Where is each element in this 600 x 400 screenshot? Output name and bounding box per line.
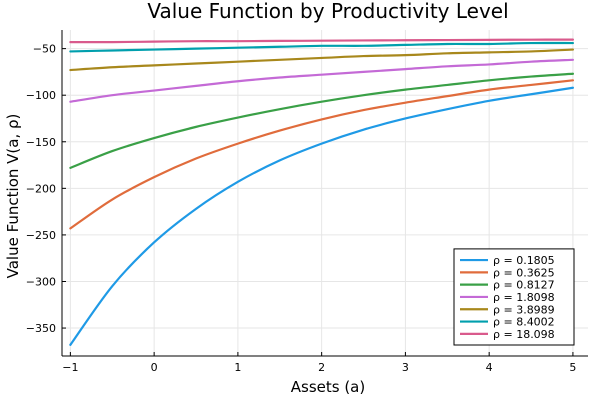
legend-label-7: ρ = 18.098	[493, 328, 555, 341]
legend-label-5: ρ = 3.8989	[493, 303, 555, 316]
y-tick-label: −350	[26, 322, 56, 335]
series-line-4	[69, 58, 575, 103]
x-tick-label: −1	[62, 361, 78, 374]
y-tick-label: −250	[26, 229, 56, 242]
series-lines	[69, 38, 575, 346]
x-tick-label: 0	[151, 361, 158, 374]
y-axis-label: Value Function V(a, ρ)	[4, 114, 22, 279]
y-tick-label: −50	[33, 43, 56, 56]
x-axis-label: Assets (a)	[291, 378, 365, 396]
y-tick-label: −200	[26, 182, 56, 195]
legend-label-6: ρ = 8.4002	[493, 316, 555, 329]
chart-title: Value Function by Productivity Level	[147, 0, 508, 23]
legend-label-4: ρ = 1.8098	[493, 291, 555, 304]
x-tick-label: 4	[486, 361, 493, 374]
legend-label-2: ρ = 0.3625	[493, 266, 555, 279]
axes: −1 0 1 2 3 4 5 −350 −300 −250 −200 −150 −100 −50	[26, 30, 588, 374]
series-line-3	[69, 72, 575, 169]
x-tick-label: 3	[402, 361, 409, 374]
y-tick-label: −100	[26, 89, 56, 102]
series-line-1	[69, 86, 575, 346]
legend-label-3: ρ = 0.8127	[493, 279, 555, 292]
series-line-7	[69, 38, 575, 44]
series-line-6	[69, 41, 575, 53]
series-line-5	[69, 48, 575, 72]
x-tick-label: 2	[318, 361, 325, 374]
series-line-2	[69, 79, 575, 230]
y-tick-label: −300	[26, 275, 56, 288]
grid	[62, 30, 588, 356]
legend-label-1: ρ = 0.1805	[493, 254, 555, 267]
x-tick-label: 1	[234, 361, 241, 374]
x-tick-label: 5	[569, 361, 576, 374]
y-tick-label: −150	[26, 136, 56, 149]
